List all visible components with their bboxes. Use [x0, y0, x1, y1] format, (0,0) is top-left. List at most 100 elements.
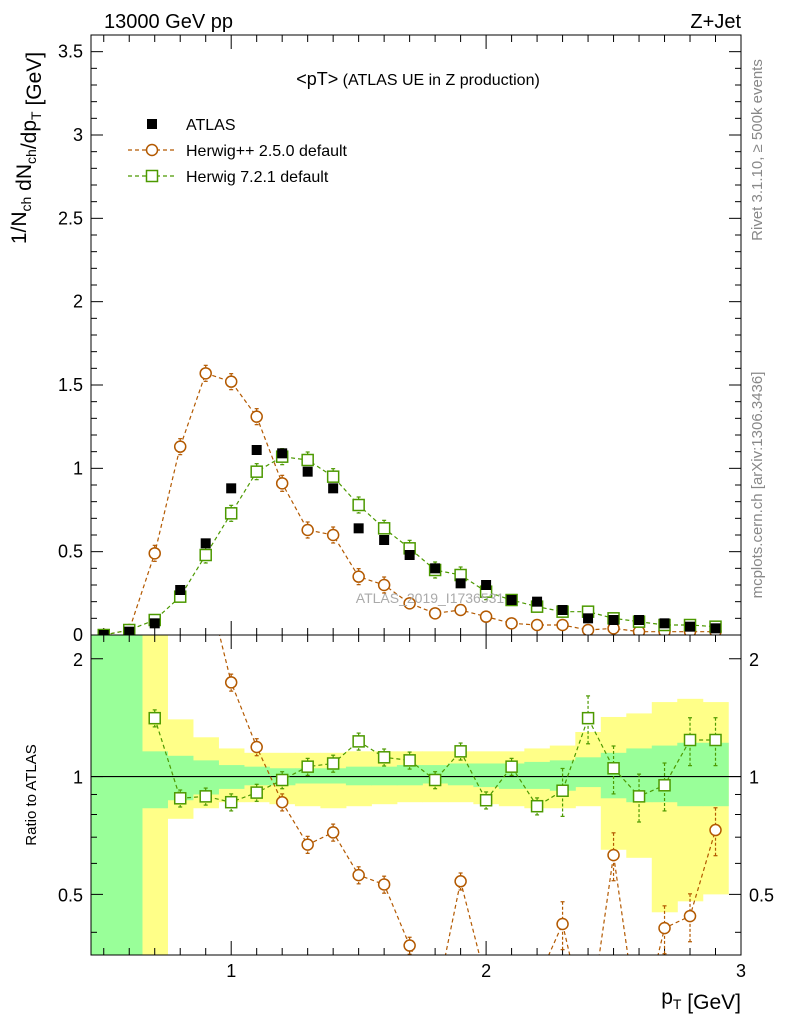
ratio-data-point [581, 711, 595, 725]
y-tick-label: 3 [73, 125, 83, 145]
legend: ATLAS Herwig++ 2.5.0 default Herwig 7.2.1 … [128, 117, 348, 186]
band-inner [396, 765, 423, 786]
data-point-mc [326, 470, 340, 483]
process-title: Z+Jet [690, 11, 741, 33]
y-tick-label: 2.5 [58, 208, 83, 228]
data-point-mc [352, 570, 365, 583]
ratio-data-point [250, 740, 263, 754]
x-tick-label: 3 [736, 961, 746, 981]
data-point-atlas [455, 578, 466, 589]
data-point-mc [224, 507, 238, 520]
data-point-mc [326, 528, 340, 542]
main-plot-data [97, 364, 722, 635]
ratio-data-point [479, 793, 493, 807]
data-point-atlas [251, 445, 262, 455]
ratio-frame [90, 634, 742, 956]
ratio-data-point [607, 762, 620, 775]
ratio-data-point [377, 878, 391, 891]
data-point-atlas [175, 585, 186, 595]
ratio-data-point [532, 976, 543, 987]
data-point-mc [377, 578, 391, 592]
data-point-atlas [379, 535, 390, 545]
data-point-atlas [506, 595, 517, 605]
ratio-y-tick-label: 2 [73, 650, 83, 670]
data-point-mc [275, 477, 289, 490]
data-point-atlas [353, 523, 364, 534]
ratio-data-point [326, 826, 340, 839]
band-inner [447, 763, 474, 786]
mcplots-label: mcplots.cern.ch [arXiv:1306.3436] [749, 372, 766, 599]
ratio-data-point [377, 751, 391, 764]
ratio-data-point [301, 760, 314, 773]
ratio-data-point [326, 757, 340, 770]
data-point-atlas [481, 580, 492, 590]
data-point-atlas [685, 621, 696, 632]
ratio-series-1 [148, 695, 722, 823]
ratio-data-point [428, 773, 442, 787]
legend-label: ATLAS [186, 117, 236, 134]
data-point-atlas [710, 623, 721, 634]
ratio-y-tick-label: 1 [73, 768, 83, 788]
ratio-data-point [199, 790, 212, 803]
plot-title: <pT> (ATLAS UE in Z production) [296, 69, 540, 89]
band-inner [91, 635, 143, 955]
ratio-data-point [200, 573, 211, 584]
label-subscript: T [673, 996, 682, 1012]
label-text: [GeV] [681, 991, 741, 1014]
data-point-mc [301, 453, 314, 467]
band-inner [320, 768, 347, 784]
legend-marker [147, 119, 157, 129]
y-tick-label: 1 [73, 458, 83, 478]
data-point-atlas [532, 596, 543, 607]
ratio-data-point [301, 838, 314, 851]
legend-marker [145, 143, 159, 157]
ratio-data-point [224, 795, 238, 809]
ratio-y-axis-label: Ratio to ATLAS [23, 744, 40, 845]
data-point-atlas [583, 613, 594, 624]
ratio-data-point [556, 784, 569, 797]
band-inner [600, 752, 627, 799]
ratio-data-point [607, 848, 620, 862]
data-point-mc [505, 617, 518, 630]
label-text: / [18, 143, 41, 149]
y-tick-label: 3.5 [58, 42, 83, 62]
label-subscript: ch [23, 149, 39, 164]
legend-label: Herwig++ 2.5.0 default [186, 143, 348, 160]
label-base: N [8, 211, 31, 226]
data-point-mc [250, 465, 263, 478]
band-inner [473, 763, 500, 788]
legend-entry-2: Herwig 7.2.1 default [128, 169, 329, 186]
band-inner [702, 742, 729, 807]
ratio-data-point [173, 792, 187, 805]
rivet-label: Rivet 3.1.10, ≥ 500k events [749, 59, 766, 241]
data-point-atlas [226, 483, 237, 494]
ratio-y-tick-label-right: 1 [749, 768, 759, 788]
band-inner [524, 761, 551, 789]
plot-title-sub: (ATLAS UE in Z production) [338, 72, 540, 89]
ratio-y-tick-label-right: 0.5 [749, 885, 774, 905]
data-point-mc [301, 523, 314, 537]
label-text: [GeV] [23, 52, 46, 112]
data-point-mc [479, 610, 493, 623]
data-point-atlas [149, 618, 160, 629]
ratio-data-point [658, 921, 671, 935]
y-tick-label: 0 [73, 625, 83, 645]
data-point-mc [556, 618, 569, 632]
ratio-data-point [530, 799, 544, 813]
ratio-plot-data [148, 504, 722, 987]
x-tick-label: 1 [226, 961, 236, 981]
band-outer [651, 702, 678, 913]
main-axis-ticks: 0 0.5 1 1.5 2 2.5 3 3.5 [58, 35, 742, 645]
y-tick-label: 1.5 [58, 375, 83, 395]
label-text: 1/ [8, 226, 31, 244]
ratio-data-point [149, 504, 160, 515]
ratio-data-point [352, 868, 365, 882]
data-point-mc [250, 410, 263, 423]
ratio-data-point [454, 875, 467, 888]
data-point-atlas [328, 483, 339, 494]
ratio-data-point [275, 795, 289, 809]
data-point-mc [377, 522, 391, 535]
series-2 [97, 448, 722, 635]
ratio-data-point [632, 790, 646, 803]
